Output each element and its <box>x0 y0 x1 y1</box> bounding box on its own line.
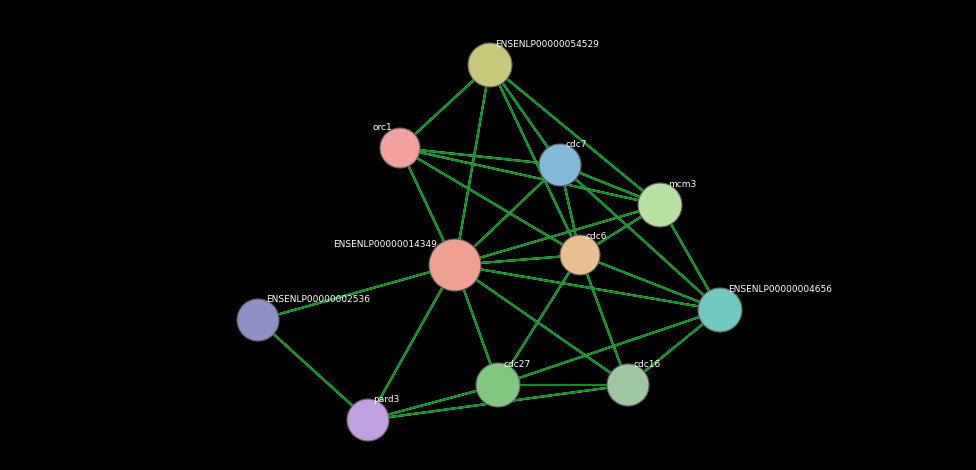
Circle shape <box>468 43 512 87</box>
Text: ENSENLP00000014349: ENSENLP00000014349 <box>333 240 437 249</box>
Circle shape <box>380 128 420 168</box>
Text: ENSENLP00000004656: ENSENLP00000004656 <box>728 285 832 294</box>
Circle shape <box>476 363 520 407</box>
Text: ENSENLP00000002536: ENSENLP00000002536 <box>266 295 370 304</box>
Text: cdc7: cdc7 <box>566 140 588 149</box>
Text: ENSENLP00000054529: ENSENLP00000054529 <box>495 40 599 49</box>
Circle shape <box>698 288 742 332</box>
Circle shape <box>638 183 682 227</box>
Text: mcm3: mcm3 <box>668 180 696 189</box>
Text: cdc6: cdc6 <box>586 232 607 241</box>
Circle shape <box>347 399 389 441</box>
Text: pard3: pard3 <box>373 395 399 404</box>
Circle shape <box>539 144 581 186</box>
Text: orc1: orc1 <box>372 123 392 132</box>
Circle shape <box>429 239 481 291</box>
Text: cdc16: cdc16 <box>633 360 660 369</box>
Circle shape <box>560 235 600 275</box>
Circle shape <box>607 364 649 406</box>
Text: cdc27: cdc27 <box>503 360 530 369</box>
Circle shape <box>237 299 279 341</box>
